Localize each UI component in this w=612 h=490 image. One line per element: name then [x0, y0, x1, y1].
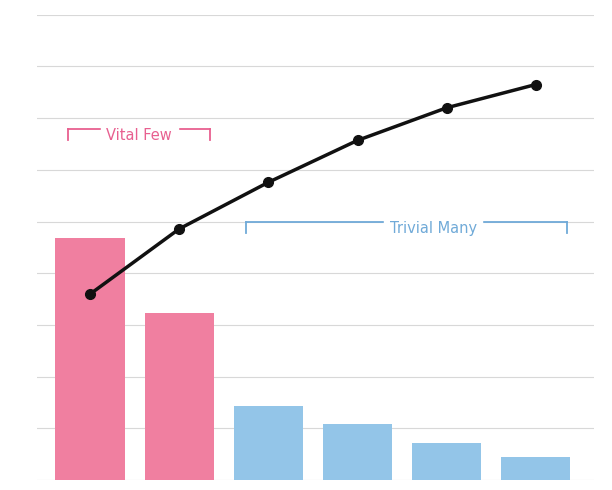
Bar: [501, 457, 570, 480]
Bar: [234, 406, 303, 480]
Point: [174, 225, 184, 233]
Point: [353, 137, 362, 145]
Bar: [412, 443, 482, 480]
Point: [85, 290, 95, 298]
Bar: [56, 238, 125, 480]
Text: Vital Few: Vital Few: [106, 128, 172, 143]
Point: [442, 104, 452, 112]
Bar: [323, 424, 392, 480]
Bar: [144, 313, 214, 480]
Point: [264, 178, 274, 186]
Point: [531, 81, 540, 89]
Text: Trivial Many: Trivial Many: [390, 221, 477, 236]
